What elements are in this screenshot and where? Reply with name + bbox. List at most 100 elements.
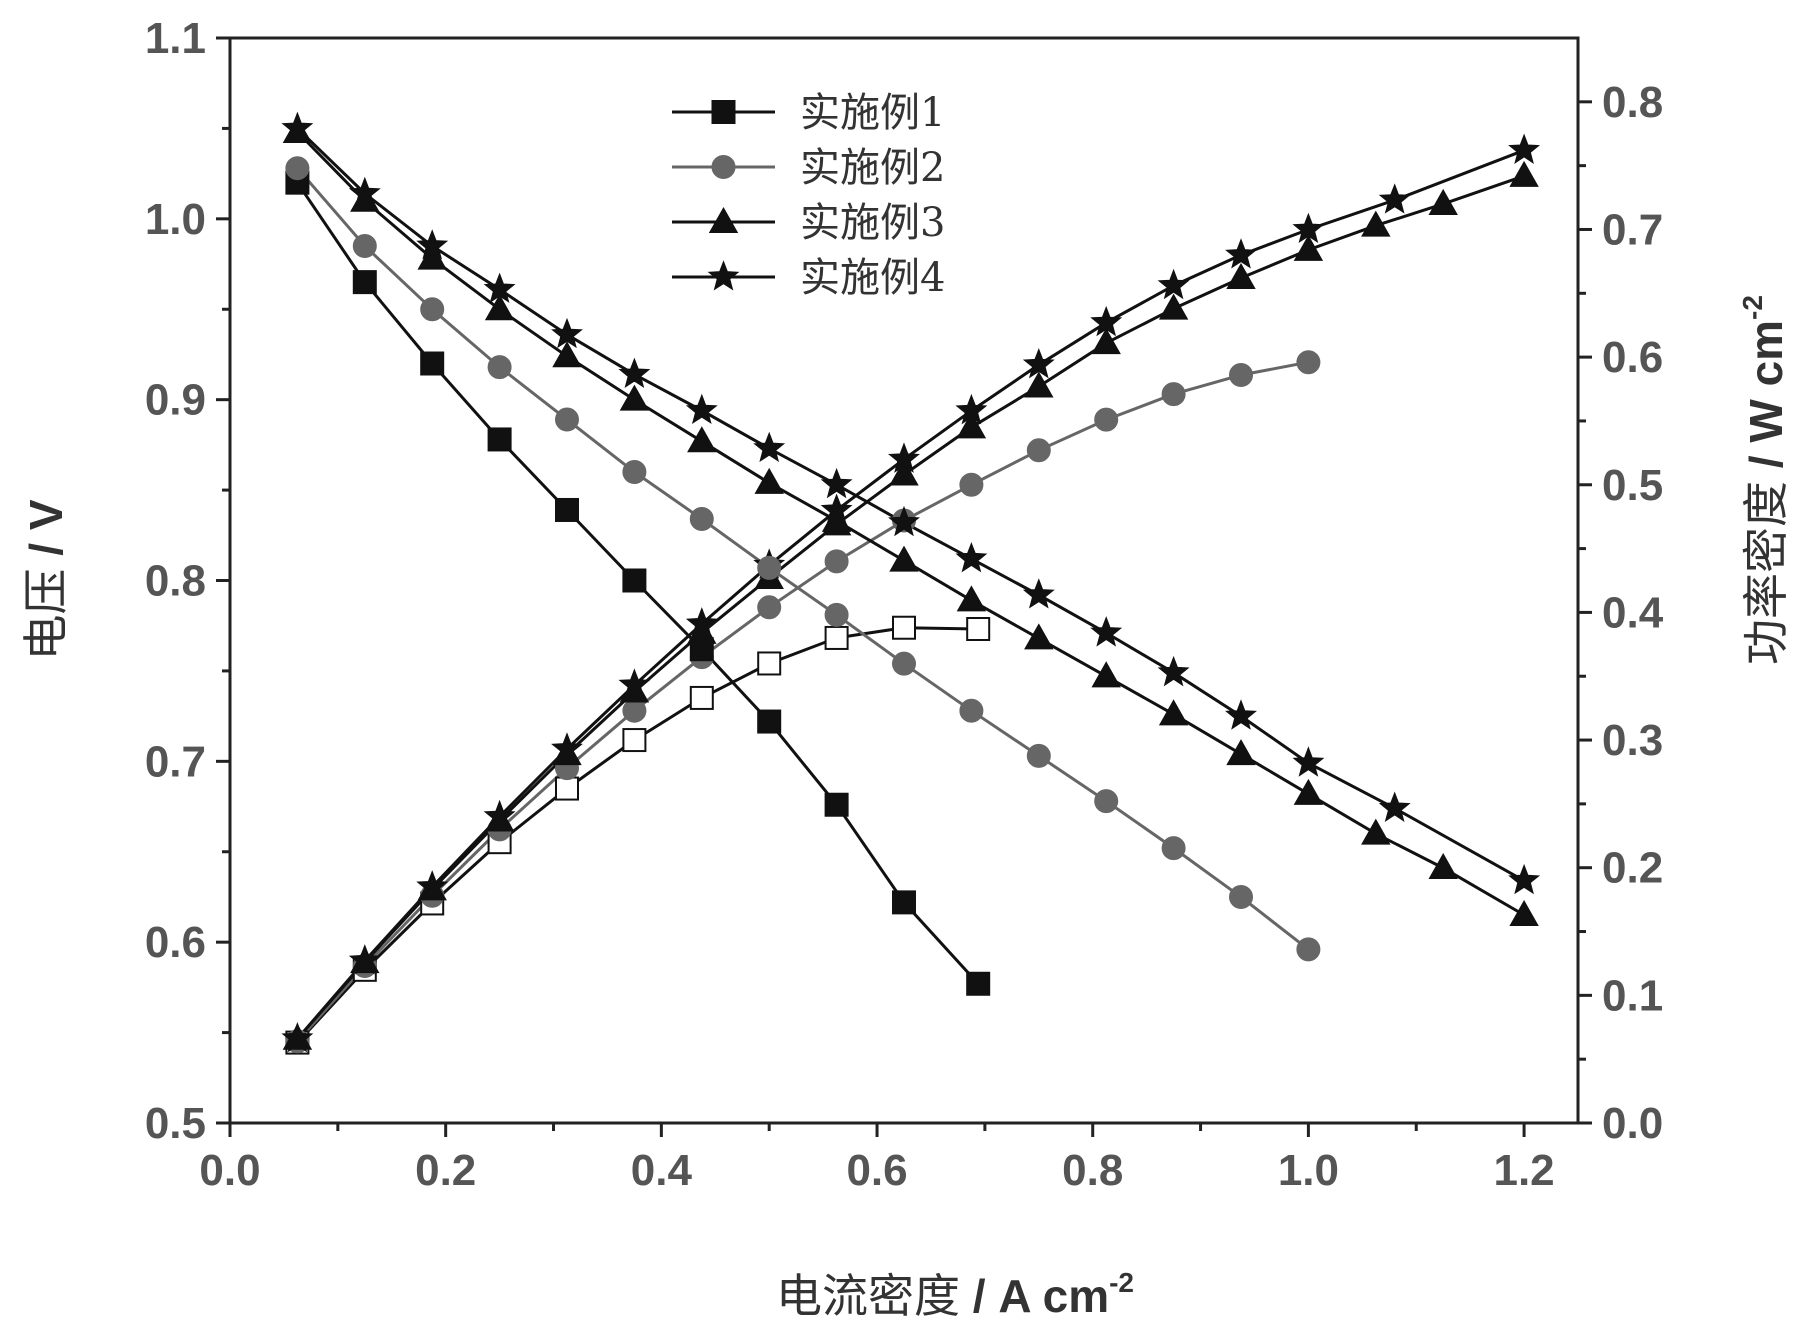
data-point-voltage — [420, 297, 445, 322]
data-point-power — [966, 617, 991, 642]
data-point-power — [888, 442, 920, 473]
y-right-tick-label: 0.6 — [1602, 333, 1663, 382]
data-point-voltage — [1508, 863, 1541, 895]
data-point-power — [1292, 212, 1325, 244]
data-point-voltage — [757, 709, 782, 734]
data-point-voltage — [487, 427, 512, 452]
data-point-voltage — [352, 270, 377, 295]
data-point-power — [416, 870, 449, 901]
data-point-voltage — [416, 229, 449, 260]
data-point-voltage — [892, 651, 916, 676]
data-point-voltage — [555, 497, 579, 522]
data-point-voltage — [1091, 661, 1121, 688]
data-point-power — [1229, 362, 1253, 387]
data-point-voltage — [753, 431, 786, 463]
data-point-power — [757, 651, 782, 676]
data-point-voltage — [685, 393, 718, 425]
data-point-power — [1508, 133, 1541, 164]
data-point-voltage — [1026, 743, 1051, 768]
data-point-power — [1157, 268, 1190, 300]
data-point-voltage — [1094, 789, 1119, 814]
data-point-voltage — [420, 351, 445, 376]
data-point-voltage — [888, 505, 920, 537]
data-point-voltage — [824, 792, 849, 817]
data-point-power — [1022, 348, 1055, 379]
data-point-voltage — [1157, 655, 1190, 687]
legend-entry: 实施例3 — [672, 200, 945, 246]
data-point-power — [1161, 382, 1186, 407]
data-point-voltage — [551, 317, 583, 349]
data-point-voltage — [757, 555, 782, 580]
data-point-power — [892, 615, 916, 640]
x-tick-label: 0.6 — [846, 1146, 907, 1195]
data-point-power — [757, 595, 782, 620]
data-point-voltage — [956, 585, 987, 612]
legend: 实施例1 实施例2 实施例3 实施例4 — [672, 90, 945, 301]
y-left-axis-title-unit: / V — [20, 499, 72, 568]
legend-marker — [708, 206, 739, 233]
y-right-tick-label: 0.1 — [1602, 971, 1663, 1020]
x-tick-label: 1.0 — [1278, 1146, 1339, 1195]
y-right-tick-label: 0.0 — [1602, 1099, 1663, 1148]
data-point-voltage — [754, 467, 784, 494]
y-right-tick-label: 0.4 — [1602, 588, 1664, 637]
data-point-voltage — [689, 637, 714, 662]
data-point-voltage — [820, 467, 853, 499]
series-line-voltage — [296, 127, 1525, 883]
data-point-power — [1293, 234, 1324, 261]
data-point-voltage — [966, 971, 991, 996]
y-left-tick-label: 1.0 — [145, 195, 206, 244]
legend-marker — [711, 155, 736, 179]
axis-tick-labels: 0.0 0.2 0.4 0.6 0.8 1.0 1.2 0.5 0.6 0.7 0.8 0.9 1.0 1… — [145, 14, 1664, 1195]
data-point-power — [1158, 293, 1189, 320]
legend-entry: 实施例2 — [672, 145, 945, 191]
x-axis-title-cn: 电流密度 — [776, 1269, 960, 1323]
legend-marker — [711, 100, 736, 124]
data-point-power — [483, 799, 516, 831]
data-point-power — [348, 944, 381, 975]
data-point-voltage — [622, 568, 647, 593]
data-point-voltage — [821, 505, 852, 532]
data-point-power — [622, 698, 647, 723]
series-markers — [281, 111, 1541, 1055]
data-point-power — [956, 412, 987, 439]
y-right-axis-title: 功率密度 / W cm-2 — [1737, 295, 1793, 665]
data-point-voltage — [1024, 623, 1054, 650]
y-left-tick-label: 0.6 — [145, 918, 206, 967]
data-point-power — [955, 393, 988, 425]
y-right-tick-label: 0.5 — [1602, 461, 1663, 510]
data-point-power — [685, 607, 718, 638]
data-point-power — [1509, 160, 1539, 187]
legend-entry: 实施例1 — [672, 90, 945, 136]
y-left-tick-label: 0.7 — [145, 737, 206, 786]
data-point-voltage — [484, 294, 515, 321]
data-point-voltage — [955, 542, 988, 573]
data-point-voltage — [959, 698, 984, 723]
x-axis-title: 电流密度 / A cm-2 — [776, 1267, 1134, 1323]
data-point-voltage — [1293, 778, 1324, 805]
data-point-voltage — [552, 341, 582, 368]
data-point-voltage — [348, 176, 381, 208]
data-point-power — [824, 549, 849, 574]
y-right-axis-title-cn: 功率密度 — [1739, 481, 1793, 665]
x-tick-label: 1.2 — [1493, 1146, 1554, 1195]
data-point-power — [1225, 238, 1257, 269]
data-point-voltage — [352, 233, 377, 258]
data-point-voltage — [1378, 791, 1411, 822]
y-right-tick-label: 0.2 — [1602, 844, 1663, 893]
data-point-power — [1091, 328, 1121, 355]
data-point-power — [551, 732, 583, 763]
x-axis-title-unit: / A cm — [960, 1270, 1109, 1322]
data-point-voltage — [281, 111, 314, 142]
data-point-voltage — [1509, 900, 1539, 927]
y-left-tick-label: 0.9 — [145, 376, 206, 425]
y-left-axis-title: 电压 / V — [19, 499, 73, 660]
legend-label: 实施例3 — [800, 200, 945, 246]
data-point-power — [824, 625, 849, 650]
data-point-voltage — [619, 384, 650, 411]
data-point-voltage — [1158, 699, 1189, 726]
legend-label: 实施例4 — [800, 255, 945, 301]
data-point-voltage — [1161, 836, 1186, 861]
y-left-axis-title-cn: 电压 — [19, 569, 73, 661]
